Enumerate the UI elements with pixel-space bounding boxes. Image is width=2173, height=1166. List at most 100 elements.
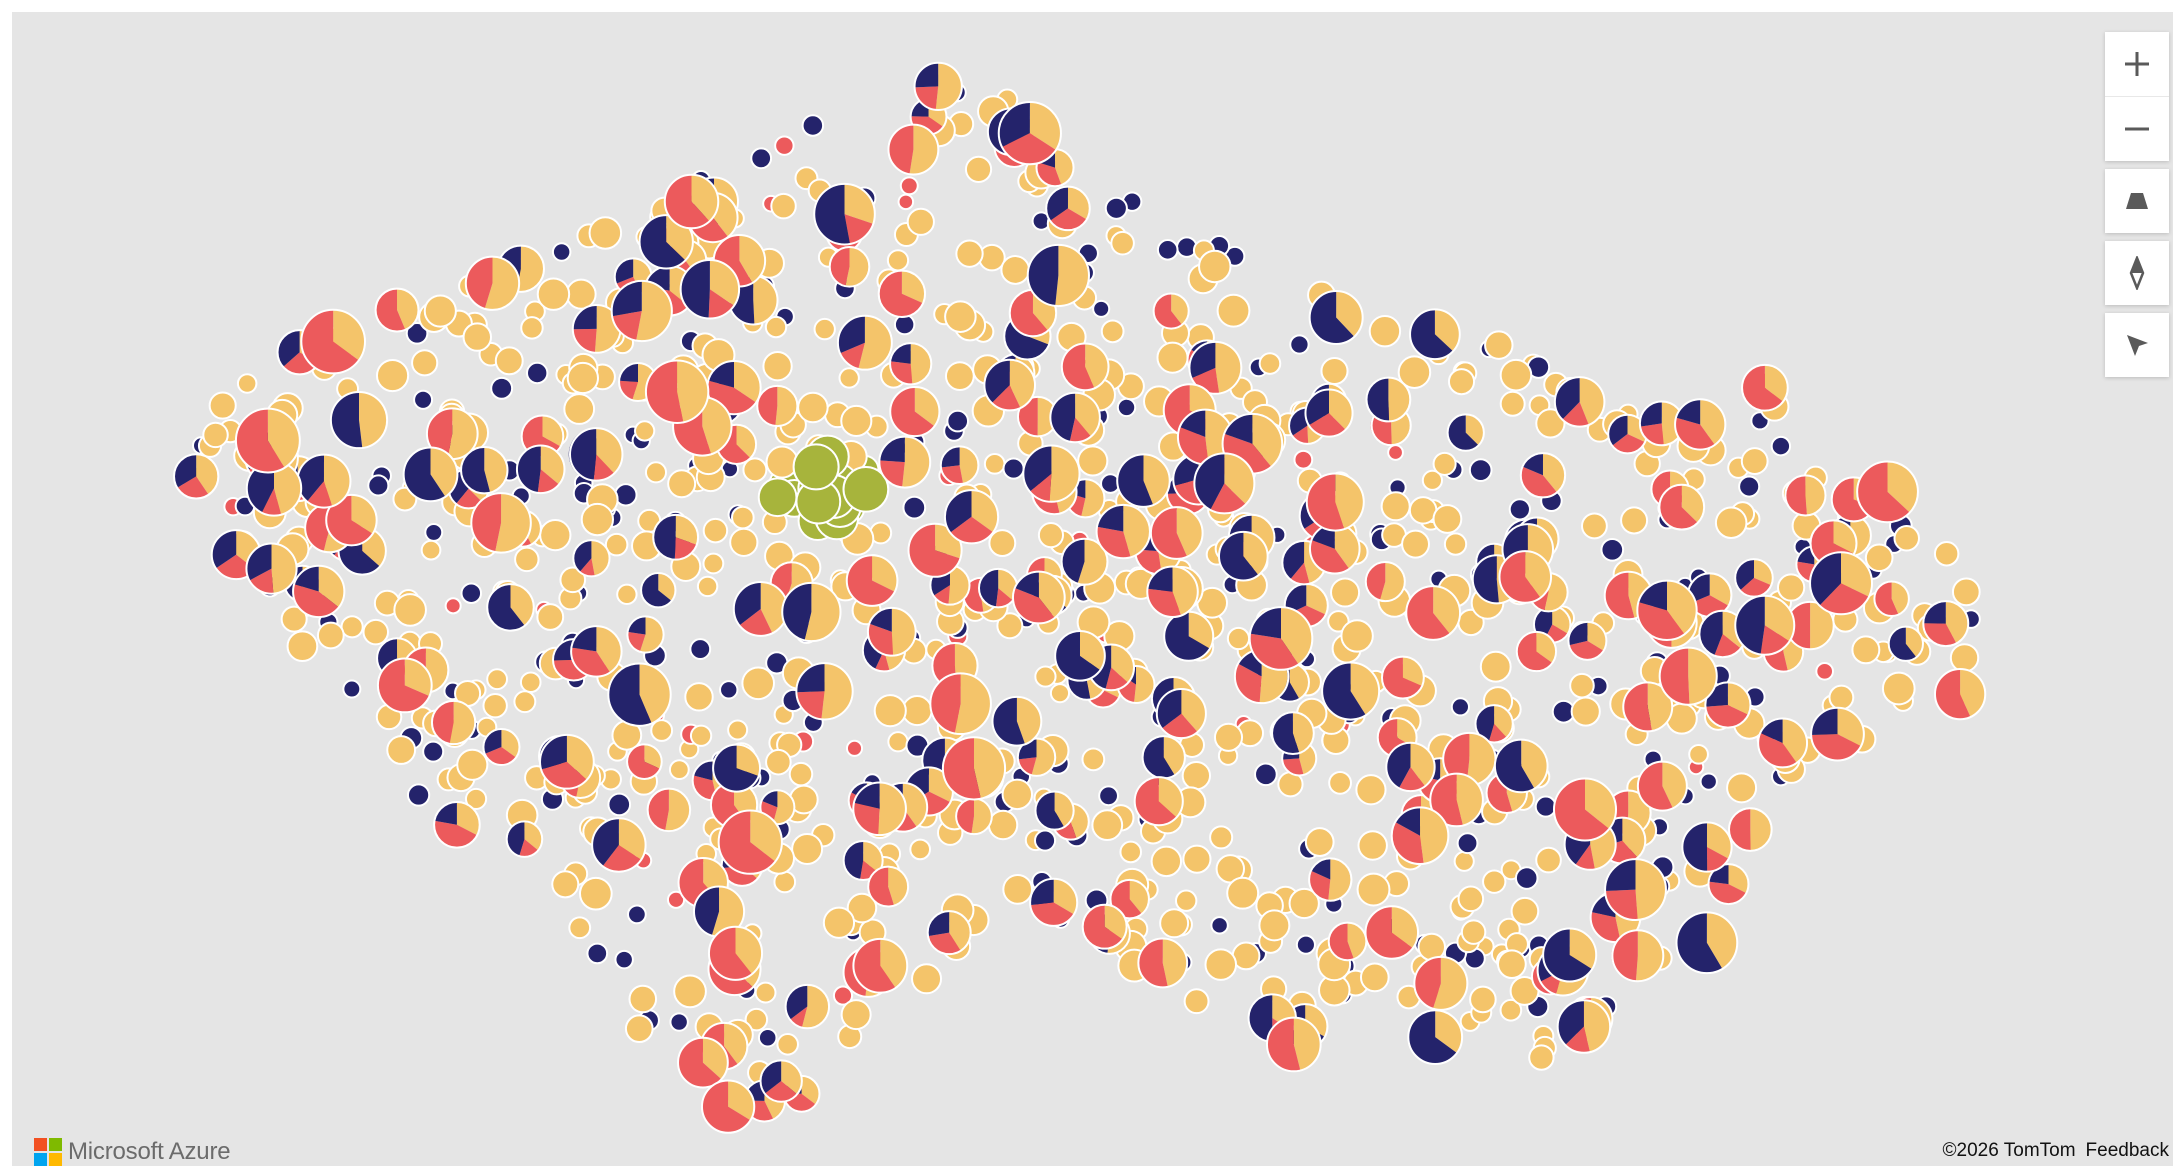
pie-marker[interactable] [1119, 840, 1143, 864]
pie-marker[interactable] [1293, 449, 1314, 470]
pie-marker[interactable] [1327, 921, 1368, 962]
pie-marker[interactable] [702, 517, 729, 544]
pie-marker[interactable] [846, 892, 878, 924]
pie-marker[interactable] [482, 692, 508, 719]
pie-marker[interactable] [1498, 550, 1553, 604]
pie-marker[interactable] [422, 740, 445, 763]
pie-marker[interactable] [944, 300, 977, 333]
pie-marker[interactable] [411, 349, 439, 377]
pie-marker[interactable] [1198, 249, 1232, 284]
pie-marker[interactable] [386, 735, 417, 765]
pie-marker[interactable] [756, 384, 799, 428]
pie-marker[interactable] [486, 583, 535, 632]
pie-marker[interactable] [1385, 741, 1436, 793]
pie-marker[interactable] [1340, 619, 1374, 653]
pie-marker[interactable] [1413, 955, 1469, 1011]
pie-marker[interactable] [1484, 330, 1514, 360]
pie-marker[interactable] [700, 1079, 756, 1134]
pie-marker[interactable] [1499, 390, 1526, 417]
pie-marker[interactable] [1368, 314, 1402, 348]
pie-marker[interactable] [773, 870, 797, 894]
pie-marker[interactable] [852, 937, 909, 994]
pie-marker[interactable] [539, 733, 595, 790]
pie-marker[interactable] [988, 529, 1017, 558]
pie-marker[interactable] [692, 885, 746, 938]
pie-marker[interactable] [1815, 662, 1834, 681]
pie-marker[interactable] [696, 575, 719, 598]
pie-marker[interactable] [889, 385, 941, 438]
pie-marker[interactable] [1499, 358, 1533, 392]
pie-marker[interactable] [1150, 845, 1183, 878]
pie-marker[interactable] [907, 522, 963, 578]
pie-marker[interactable] [520, 316, 544, 340]
pie-marker[interactable] [1460, 919, 1487, 945]
pie-marker[interactable] [173, 453, 220, 500]
pie-marker[interactable] [750, 147, 773, 170]
pie-marker[interactable] [1443, 532, 1468, 556]
pie-marker[interactable] [955, 239, 984, 268]
pie-marker[interactable] [566, 361, 599, 395]
pie-marker[interactable] [551, 870, 580, 899]
pie-marker[interactable] [1734, 594, 1796, 656]
pie-marker[interactable] [1851, 635, 1881, 665]
pie-marker[interactable] [202, 421, 229, 449]
pie-marker[interactable] [1155, 688, 1207, 740]
pie-marker[interactable] [536, 603, 565, 631]
pie-marker[interactable] [515, 444, 566, 495]
pie-marker[interactable] [1776, 573, 1806, 602]
pie-marker[interactable] [627, 904, 647, 925]
pie-marker[interactable] [1060, 537, 1109, 586]
pie-marker[interactable] [784, 983, 831, 1030]
pie-marker[interactable] [1100, 319, 1125, 344]
pie-marker[interactable] [494, 346, 524, 376]
pitch-button[interactable] [2105, 169, 2169, 233]
pie-marker[interactable] [1499, 998, 1523, 1022]
pie-marker[interactable] [901, 695, 933, 727]
pie-marker[interactable] [1330, 577, 1361, 608]
pie-marker[interactable] [836, 314, 893, 371]
pie-marker[interactable] [1447, 368, 1476, 396]
pie-marker[interactable] [551, 242, 572, 262]
pie-marker[interactable] [788, 761, 814, 787]
pie-marker[interactable] [1570, 696, 1601, 727]
pie-marker[interactable] [1542, 927, 1598, 983]
pie-marker[interactable] [1320, 356, 1349, 386]
pie-marker[interactable] [929, 672, 992, 736]
pie-marker[interactable] [795, 662, 854, 721]
pie-marker[interactable] [1308, 857, 1353, 902]
pie-marker[interactable] [977, 567, 1019, 609]
pie-marker[interactable] [742, 457, 768, 483]
pie-marker[interactable] [374, 287, 420, 333]
pie-marker[interactable] [1421, 469, 1443, 491]
pie-marker[interactable] [490, 376, 514, 400]
pie-marker[interactable] [759, 789, 796, 826]
pie-marker[interactable] [757, 1027, 778, 1048]
compass-button[interactable] [2105, 241, 2169, 305]
pie-marker[interactable] [292, 564, 346, 619]
pie-marker[interactable] [375, 358, 410, 393]
pie-marker[interactable] [1450, 697, 1470, 717]
pie-marker[interactable] [1226, 876, 1260, 910]
pie-marker[interactable] [1183, 988, 1210, 1015]
pie-marker[interactable] [280, 605, 308, 633]
pie-marker[interactable] [1741, 363, 1789, 412]
pie-marker[interactable] [1176, 408, 1234, 466]
pie-marker[interactable] [568, 916, 592, 940]
pie-marker[interactable] [1508, 498, 1531, 521]
pie-marker[interactable] [208, 391, 237, 420]
pie-marker[interactable] [1770, 435, 1792, 457]
pie-marker[interactable] [1095, 503, 1151, 560]
pie-marker[interactable] [1569, 672, 1595, 699]
pie-marker[interactable] [1137, 937, 1189, 989]
pie-marker[interactable] [887, 123, 940, 176]
pie-marker[interactable] [1356, 872, 1391, 907]
pie-marker[interactable] [1289, 334, 1310, 355]
pie-marker[interactable] [1922, 600, 1970, 648]
pie-marker[interactable] [1001, 778, 1034, 811]
pie-marker[interactable] [586, 942, 609, 965]
pie-marker[interactable] [1567, 620, 1608, 661]
pie-marker[interactable] [1553, 376, 1606, 428]
pie-marker[interactable] [559, 566, 587, 594]
pie-marker[interactable] [1726, 772, 1758, 804]
pie-marker[interactable] [1204, 948, 1238, 981]
